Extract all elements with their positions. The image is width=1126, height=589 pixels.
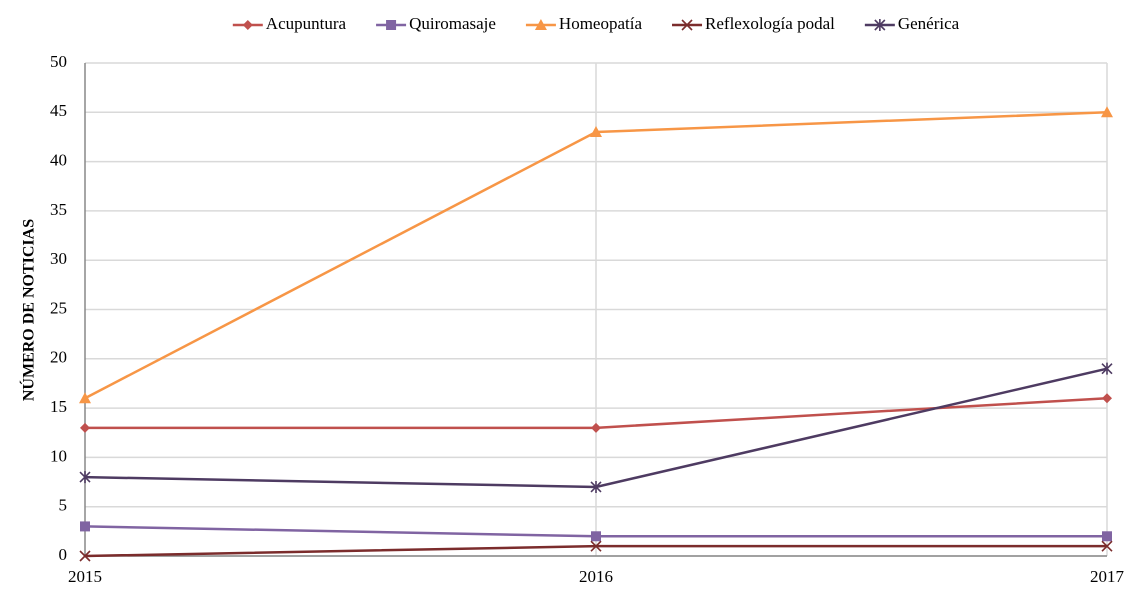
point-marker [79,471,91,484]
legend-label: Quiromasaje [409,14,496,33]
point-marker [79,550,91,562]
point-marker [1101,106,1113,118]
point-marker [590,126,602,138]
y-tick-label: 30 [50,249,67,268]
point-marker [1102,531,1112,542]
point-marker [79,392,91,404]
legend-marker [534,19,547,30]
legend: Acupuntura Quiromasaje Homeopatía Reflexolo… [232,14,960,33]
legend-marker [242,20,253,30]
y-tick-label: 50 [50,52,67,71]
x-tick-label: 2017 [1090,567,1125,586]
point-marker [591,531,601,542]
point-marker [1101,540,1113,552]
legend-label: Genérica [898,14,960,33]
legend-marker [874,19,886,31]
x-tick-label: 2015 [68,567,102,586]
y-tick-label: 5 [59,496,68,515]
y-tick-label: 0 [59,545,68,564]
legend-label: Acupuntura [266,14,347,33]
legend-label: Reflexología podal [705,14,835,33]
point-marker [1101,362,1113,375]
y-tick-label: 25 [50,298,67,317]
legend-label: Homeopatía [559,14,643,33]
y-tick-label: 15 [50,397,67,416]
y-tick-label: 20 [50,348,67,367]
y-tick-label: 10 [50,446,67,465]
point-marker [590,540,602,552]
point-marker [590,480,602,493]
y-tick-label: 40 [50,151,67,170]
point-marker [80,521,90,532]
legend-marker [386,20,397,30]
y-axis-label: NÚMERO DE NOTICIAS [19,219,38,401]
y-tick-label: 35 [50,200,67,219]
point-marker [591,422,601,433]
x-tick-label: 2016 [579,567,613,586]
legend-marker [681,19,693,31]
y-tick-label: 45 [50,101,67,120]
point-marker [80,422,90,433]
point-marker [1102,393,1112,404]
